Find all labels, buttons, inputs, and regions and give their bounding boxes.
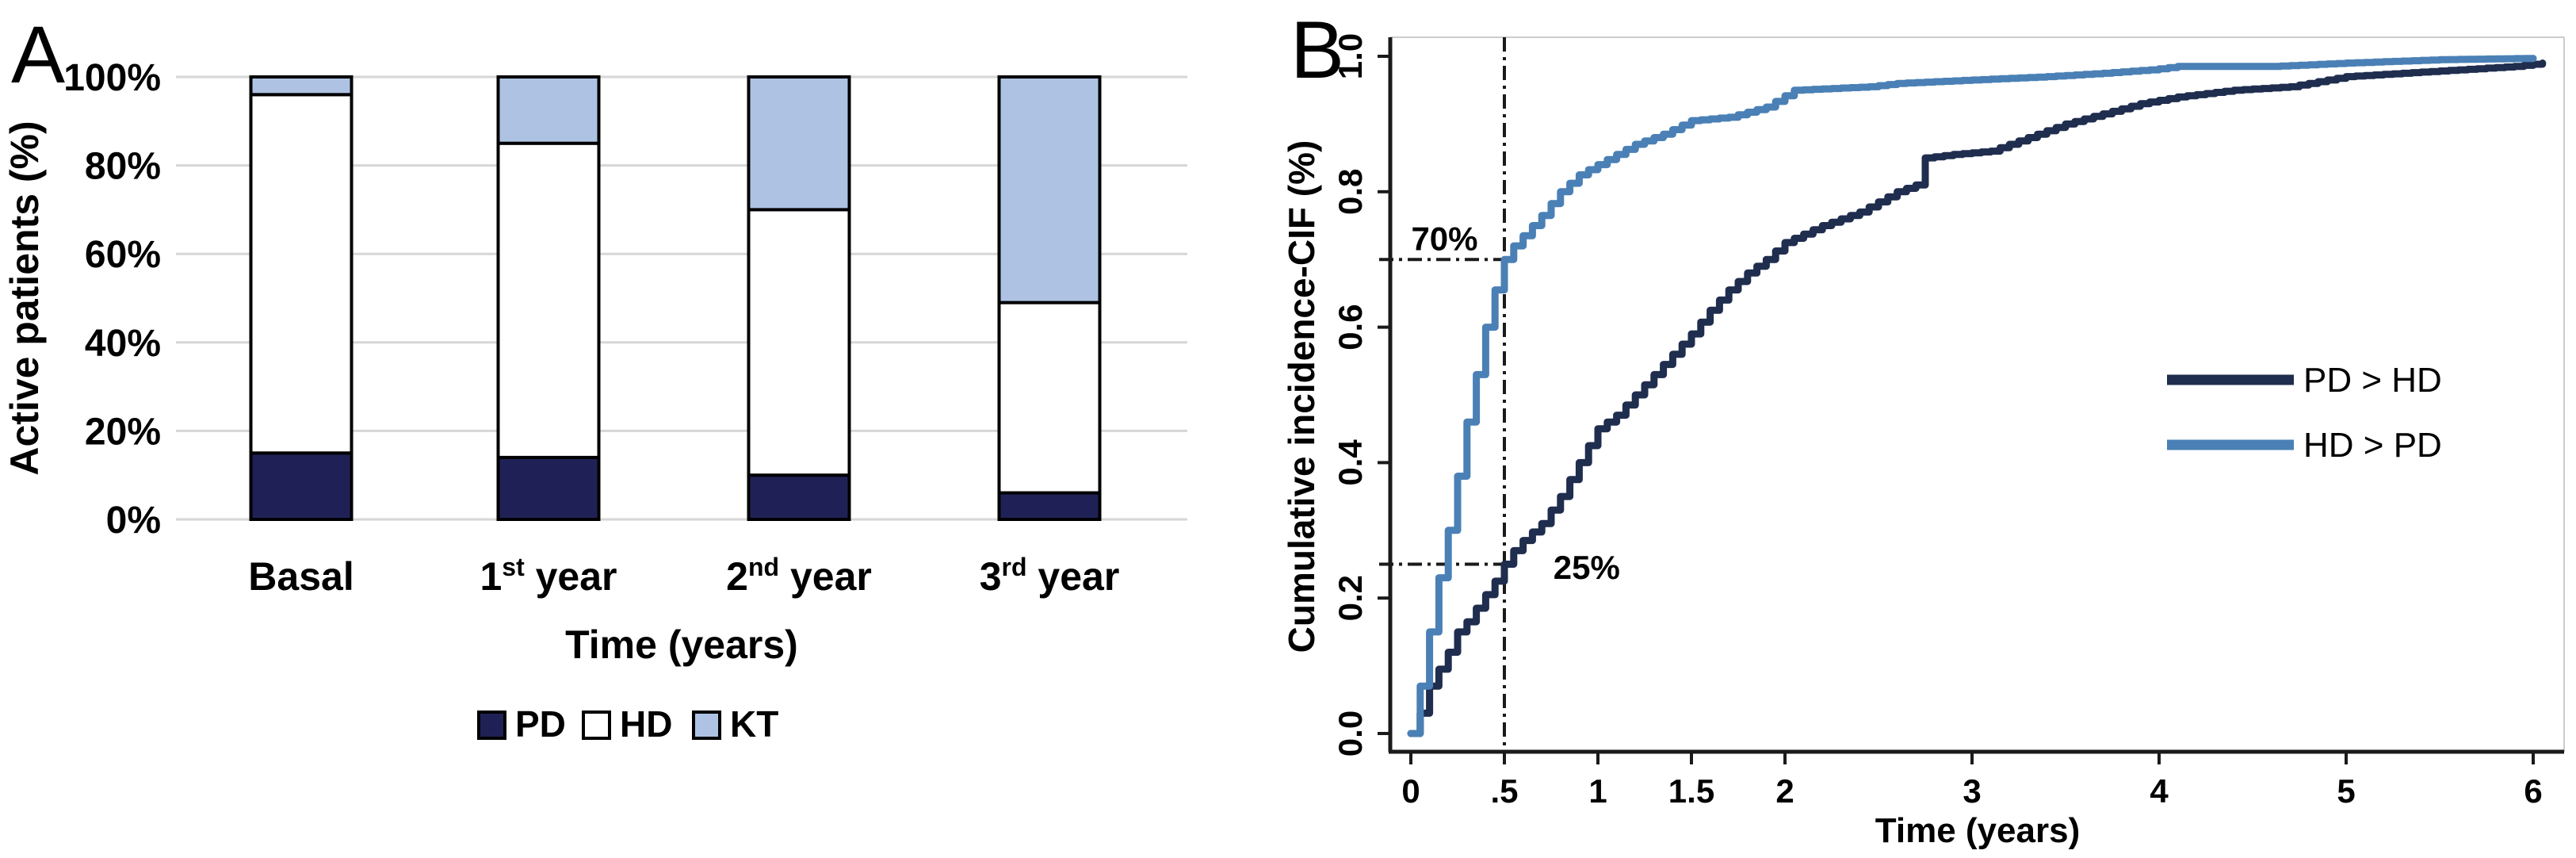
legend-swatch-hd [582, 711, 611, 740]
panel-a-legend: PD HD KT [477, 703, 778, 745]
panel-a-letter: A [11, 10, 65, 100]
bar-segment-hd-2 [496, 141, 601, 459]
legend-label-hd-to-pd: HD > PD [2303, 426, 2442, 465]
annotation-25pct: 25% [1554, 549, 1620, 586]
category-label: 1st year [480, 553, 617, 599]
bar-segment-kt-2 [496, 75, 601, 145]
legend-label-pd: PD [515, 703, 566, 745]
cif-curve-hd-to-pd [1407, 55, 2537, 737]
category-label: 3rd year [980, 553, 1120, 599]
legend-label-pd-to-hd: PD > HD [2303, 361, 2442, 400]
y-tick-label: 0.4 [1332, 439, 1369, 486]
x-tick-label: 2 [1775, 772, 1794, 810]
category-label: 2nd year [726, 553, 872, 599]
x-tick-label: 4 [2150, 772, 2169, 810]
x-tick-label: 1.5 [1668, 772, 1714, 810]
y-tick-label: 80% [85, 146, 161, 188]
x-tick-label: 5 [2337, 772, 2355, 810]
panel-b-y-axis-title: Cumulative incidence-CIF (%) [1284, 140, 1322, 653]
panel-a-y-axis-title: Active patients (%) [2, 121, 47, 475]
panel-a-stacked-bar-chart: A 0% 20% 40% 60% 80% 100% Basal 1st year 2nd ye… [0, 0, 1284, 858]
y-tick-label: 0.6 [1332, 304, 1369, 350]
bar-segment-pd-2 [496, 455, 601, 522]
legend-swatch-kt [692, 711, 721, 740]
tick-labels-group: 0.0 0.2 0.4 0.6 0.8 1.0 0 .5 1 1.5 2 3 4 5 6 [1332, 33, 2543, 810]
panel-b-legend: PD > HD HD > PD [2167, 361, 2442, 465]
bar-segment-hd-4 [997, 301, 1102, 495]
legend-label-kt: KT [730, 703, 778, 745]
bar-segment-pd-4 [997, 491, 1102, 522]
y-tick-label: 0% [106, 500, 161, 542]
reference-lines-group [1379, 37, 1506, 752]
y-tick-label: 1.0 [1332, 33, 1369, 79]
y-tick-label: 0.0 [1332, 711, 1369, 756]
plot-frame-group [1390, 36, 2565, 752]
y-axis-tick-labels-group: 0% 20% 40% 60% 80% 100% [63, 57, 161, 542]
y-tick-label: 0.8 [1332, 169, 1369, 215]
panel-b-x-axis-title: Time (years) [1875, 811, 2080, 850]
x-tick-label: .5 [1490, 772, 1518, 810]
y-tick-label: 0.2 [1332, 575, 1369, 621]
legend-swatch-pd [477, 711, 506, 740]
panel-a-x-axis-title: Time (years) [565, 622, 798, 667]
axes-group [1388, 37, 2564, 754]
x-tick-label: 6 [2524, 772, 2542, 810]
y-tick-label: 100% [63, 57, 161, 99]
bar-segment-pd-1 [249, 451, 354, 521]
x-tick-label: 1 [1588, 772, 1607, 810]
x-tick-label: 3 [1963, 772, 1981, 810]
bar-segment-hd-1 [249, 93, 354, 455]
panel-b-cif-line-chart: B 0.0 0.2 0.4 0.6 0.8 1.0 0.5 1 1.5 2 3 4 5 6 70% 25% … [1284, 0, 2576, 858]
annotation-70pct: 70% [1411, 220, 1477, 258]
bar-segment-kt-1 [249, 75, 354, 97]
y-tick-label: 20% [85, 411, 161, 453]
bar-segment-kt-4 [997, 75, 1102, 305]
panel-b-svg: B 0.00.20.40.60.81.00.5 1 1.5 2 3 4 5 6 70%25% … [1284, 5, 2565, 850]
cif-curves-group [1407, 55, 2547, 737]
cif-curve-pd-to-hd [1407, 59, 2547, 737]
legend-label-hd: HD [620, 703, 672, 745]
panel-a-svg: A 0% 20% 40% 60% 80% 100% Basal 1st year 2nd ye… [2, 10, 1187, 745]
category-labels-group: Basal 1st year 2nd year 3rd year [248, 553, 1119, 599]
x-tick-label: 0 [1401, 772, 1420, 810]
bar-segment-hd-3 [747, 208, 851, 477]
y-tick-label: 40% [85, 323, 161, 365]
bar-segment-kt-3 [747, 75, 851, 212]
y-tick-label: 60% [85, 234, 161, 276]
bar-segment-pd-3 [747, 473, 851, 522]
category-label: Basal [248, 554, 354, 599]
stacked-bars-group [249, 75, 1102, 522]
annotations-group: 70% 25% [1411, 220, 1619, 586]
panel-b-letter: B [1290, 5, 1344, 95]
